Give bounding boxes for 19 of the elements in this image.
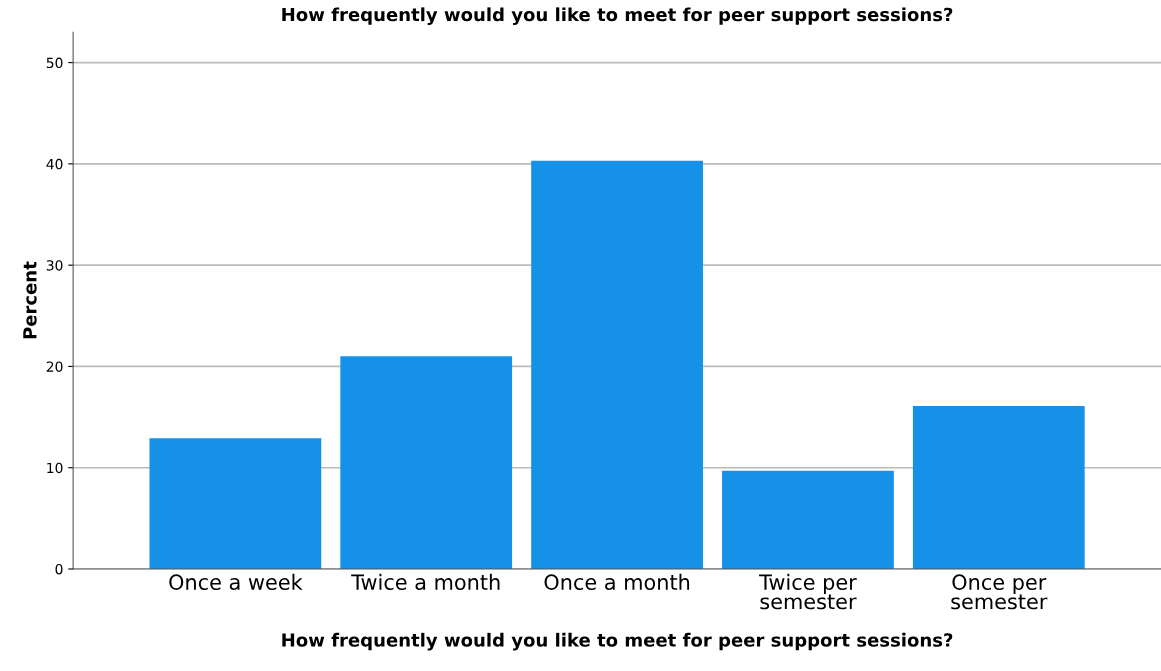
x-tick-label: Once per semester — [951, 574, 1048, 610]
x-axis-title: How frequently would you like to meet for peer support sessions? — [282, 632, 953, 651]
bar — [340, 356, 513, 570]
x-tick-label: Twice per semester — [759, 573, 857, 610]
bar — [912, 405, 1085, 570]
chart-title: How frequently would you like to meet for peer support sessions? — [282, 7, 953, 25]
x-tick-label: Twice a month — [351, 573, 500, 590]
x-tick-label: Once a month — [544, 573, 690, 590]
bar — [149, 438, 322, 570]
x-tick-label: Once a week — [169, 573, 303, 590]
bar — [531, 160, 703, 570]
bar — [722, 470, 894, 570]
y-axis-title: Percent — [23, 261, 37, 339]
y-tick-label: 30 — [46, 260, 63, 271]
y-tick-label: 0 — [55, 563, 63, 575]
y-tick-label: 10 — [47, 462, 63, 474]
y-tick-label: 20 — [46, 361, 63, 372]
y-tick-label: 40 — [46, 158, 63, 170]
y-tick-label: 50 — [46, 57, 63, 69]
